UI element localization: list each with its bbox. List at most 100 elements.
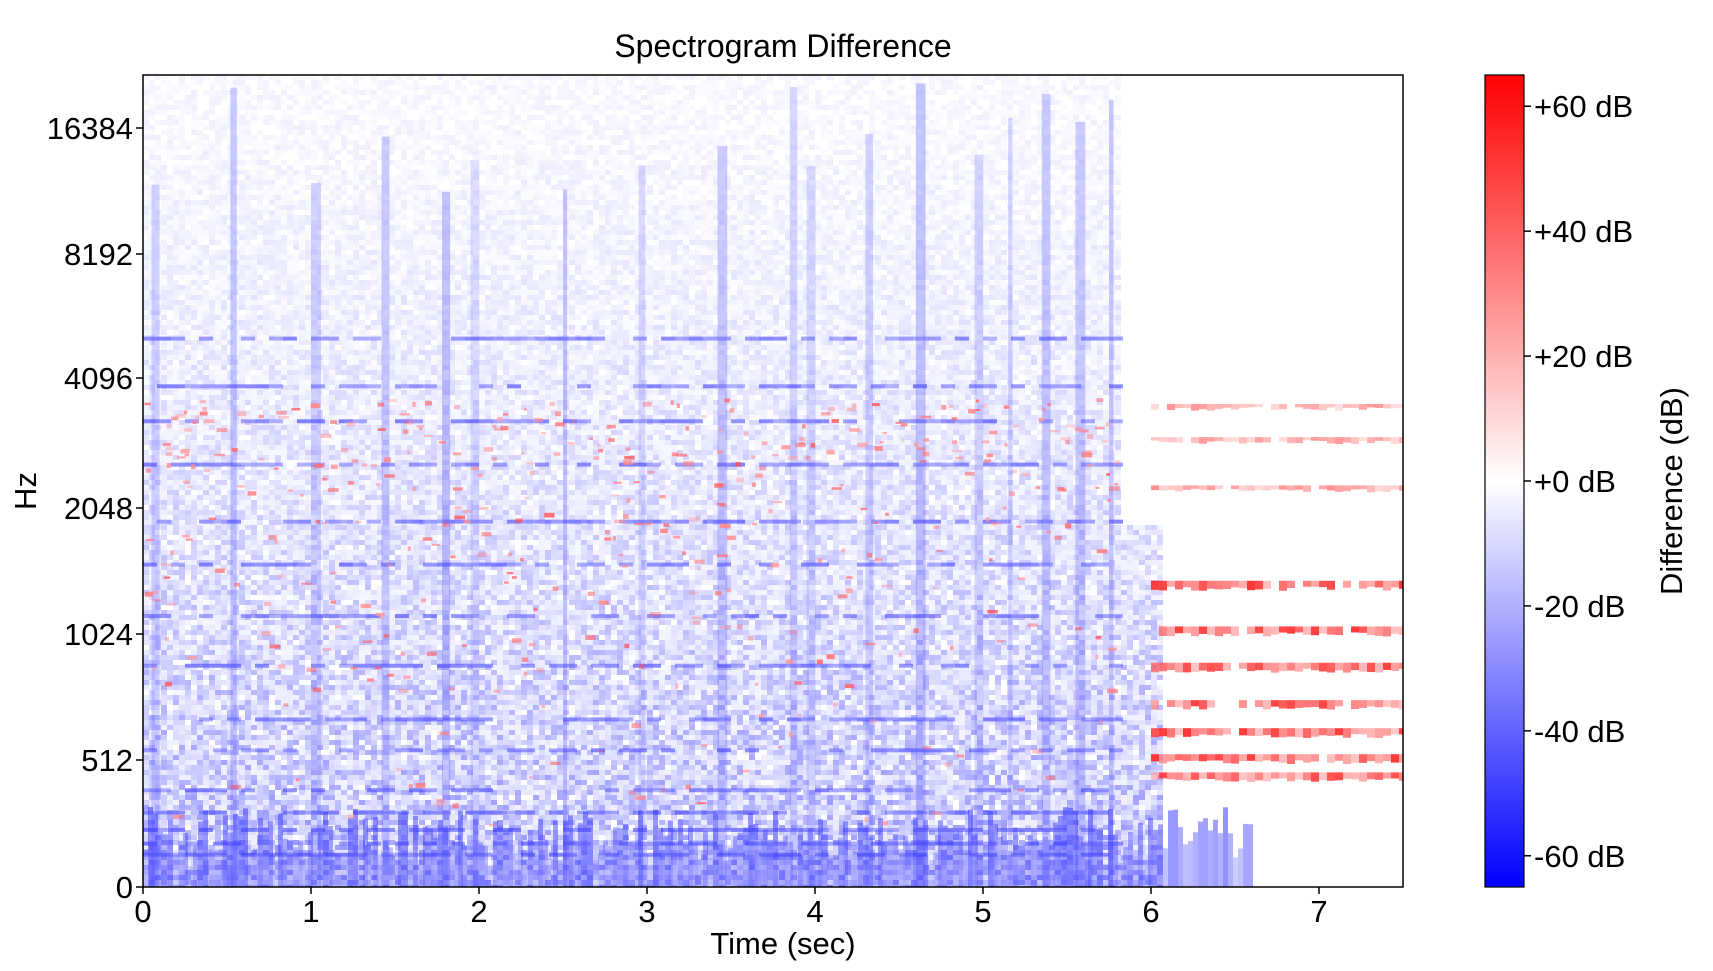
heatmap-cell	[161, 235, 167, 240]
heatmap-cell	[329, 255, 335, 260]
heatmap-cell	[287, 145, 293, 150]
heatmap-cell	[203, 710, 209, 715]
heatmap-cell	[323, 685, 329, 690]
heatmap-cell	[239, 685, 245, 690]
heatmap-cell	[251, 355, 257, 360]
heatmap-cell	[287, 285, 293, 290]
heatmap-cell	[173, 545, 179, 550]
heatmap-cell	[167, 490, 173, 495]
heatmap-cell	[251, 715, 257, 720]
heatmap-cell	[203, 535, 209, 540]
heatmap-cell	[269, 665, 275, 670]
heatmap-cell	[185, 520, 191, 525]
heatmap-cell	[215, 130, 221, 135]
heatmap-cell	[323, 585, 329, 590]
heatmap-cell	[299, 470, 305, 475]
heatmap-cell	[227, 630, 233, 635]
heatmap-cell	[179, 590, 185, 595]
heatmap-cell	[239, 335, 245, 340]
heatmap-cell	[245, 275, 251, 280]
heatmap-cell	[305, 840, 311, 845]
heatmap-cell	[287, 410, 293, 415]
heatmap-cell	[311, 360, 317, 365]
heatmap-cell	[323, 580, 329, 585]
heatmap-cell	[275, 775, 281, 780]
heatmap-cell	[239, 105, 245, 110]
heatmap-cell	[179, 135, 185, 140]
heatmap-cell	[275, 400, 281, 405]
heatmap-cell	[233, 720, 239, 725]
heatmap-cell	[257, 375, 263, 380]
heatmap-cell	[317, 505, 323, 510]
heatmap-cell	[341, 510, 347, 515]
heatmap-cell	[305, 370, 311, 375]
heatmap-cell	[251, 175, 257, 180]
heatmap-cell	[167, 105, 173, 110]
heatmap-cell	[239, 290, 245, 295]
heatmap-cell	[233, 85, 239, 90]
heatmap-cell	[287, 580, 293, 585]
heatmap-cell	[179, 635, 185, 640]
heatmap-cell	[287, 485, 293, 490]
heatmap-cell	[275, 185, 281, 190]
heatmap-cell	[227, 705, 233, 710]
heatmap-cell	[257, 865, 263, 870]
heatmap-cell	[245, 210, 251, 215]
heatmap-cell	[299, 175, 305, 180]
heatmap-cell	[341, 610, 347, 615]
heatmap-cell	[221, 765, 227, 770]
heatmap-cell	[323, 770, 329, 775]
heatmap-cell	[149, 750, 155, 755]
heatmap-cell	[311, 430, 317, 435]
heatmap-cell	[251, 690, 257, 695]
heatmap-cell	[233, 320, 239, 325]
heatmap-cell	[233, 230, 239, 235]
heatmap-cell	[239, 480, 245, 485]
heatmap-cell	[221, 315, 227, 320]
heatmap-cell	[269, 675, 275, 680]
heatmap-cell	[245, 140, 251, 145]
heatmap-cell	[293, 885, 299, 887]
heatmap-cell	[167, 195, 173, 200]
heatmap-cell	[191, 525, 197, 530]
heatmap-cell	[275, 495, 281, 500]
heatmap-cell	[143, 235, 149, 240]
heatmap-cell	[311, 400, 317, 405]
heatmap-cell	[335, 510, 341, 515]
heatmap-cell	[257, 220, 263, 225]
heatmap-cell	[263, 390, 269, 395]
heatmap-cell	[287, 800, 293, 805]
heatmap-cell	[155, 725, 161, 730]
heatmap-cell	[185, 620, 191, 625]
heatmap-cell	[209, 535, 215, 540]
heatmap-cell	[269, 155, 275, 160]
heatmap-cell	[185, 350, 191, 355]
heatmap-cell	[191, 600, 197, 605]
heatmap-cell	[155, 245, 161, 250]
heatmap-cell	[341, 460, 347, 465]
heatmap-cell	[143, 580, 149, 585]
heatmap-cell	[155, 175, 161, 180]
heatmap-cell	[317, 305, 323, 310]
heatmap-cell	[335, 710, 341, 715]
heatmap-cell	[209, 630, 215, 635]
heatmap-cell	[191, 835, 197, 840]
heatmap-cell	[233, 290, 239, 295]
heatmap-cell	[233, 380, 239, 385]
heatmap-cell	[197, 275, 203, 280]
heatmap-cell	[191, 855, 197, 860]
heatmap-cell	[311, 265, 317, 270]
heatmap-cell	[293, 530, 299, 535]
heatmap-cell	[299, 220, 305, 225]
heatmap-cell	[179, 395, 185, 400]
heatmap-cell	[143, 800, 149, 805]
heatmap-cell	[215, 420, 221, 425]
heatmap-cell	[161, 860, 167, 865]
heatmap-cell	[239, 770, 245, 775]
heatmap-cell	[245, 220, 251, 225]
heatmap-cell	[149, 740, 155, 745]
heatmap-cell	[299, 835, 305, 840]
heatmap-cell	[341, 695, 347, 700]
heatmap-cell	[191, 520, 197, 525]
heatmap-cell	[215, 325, 221, 330]
